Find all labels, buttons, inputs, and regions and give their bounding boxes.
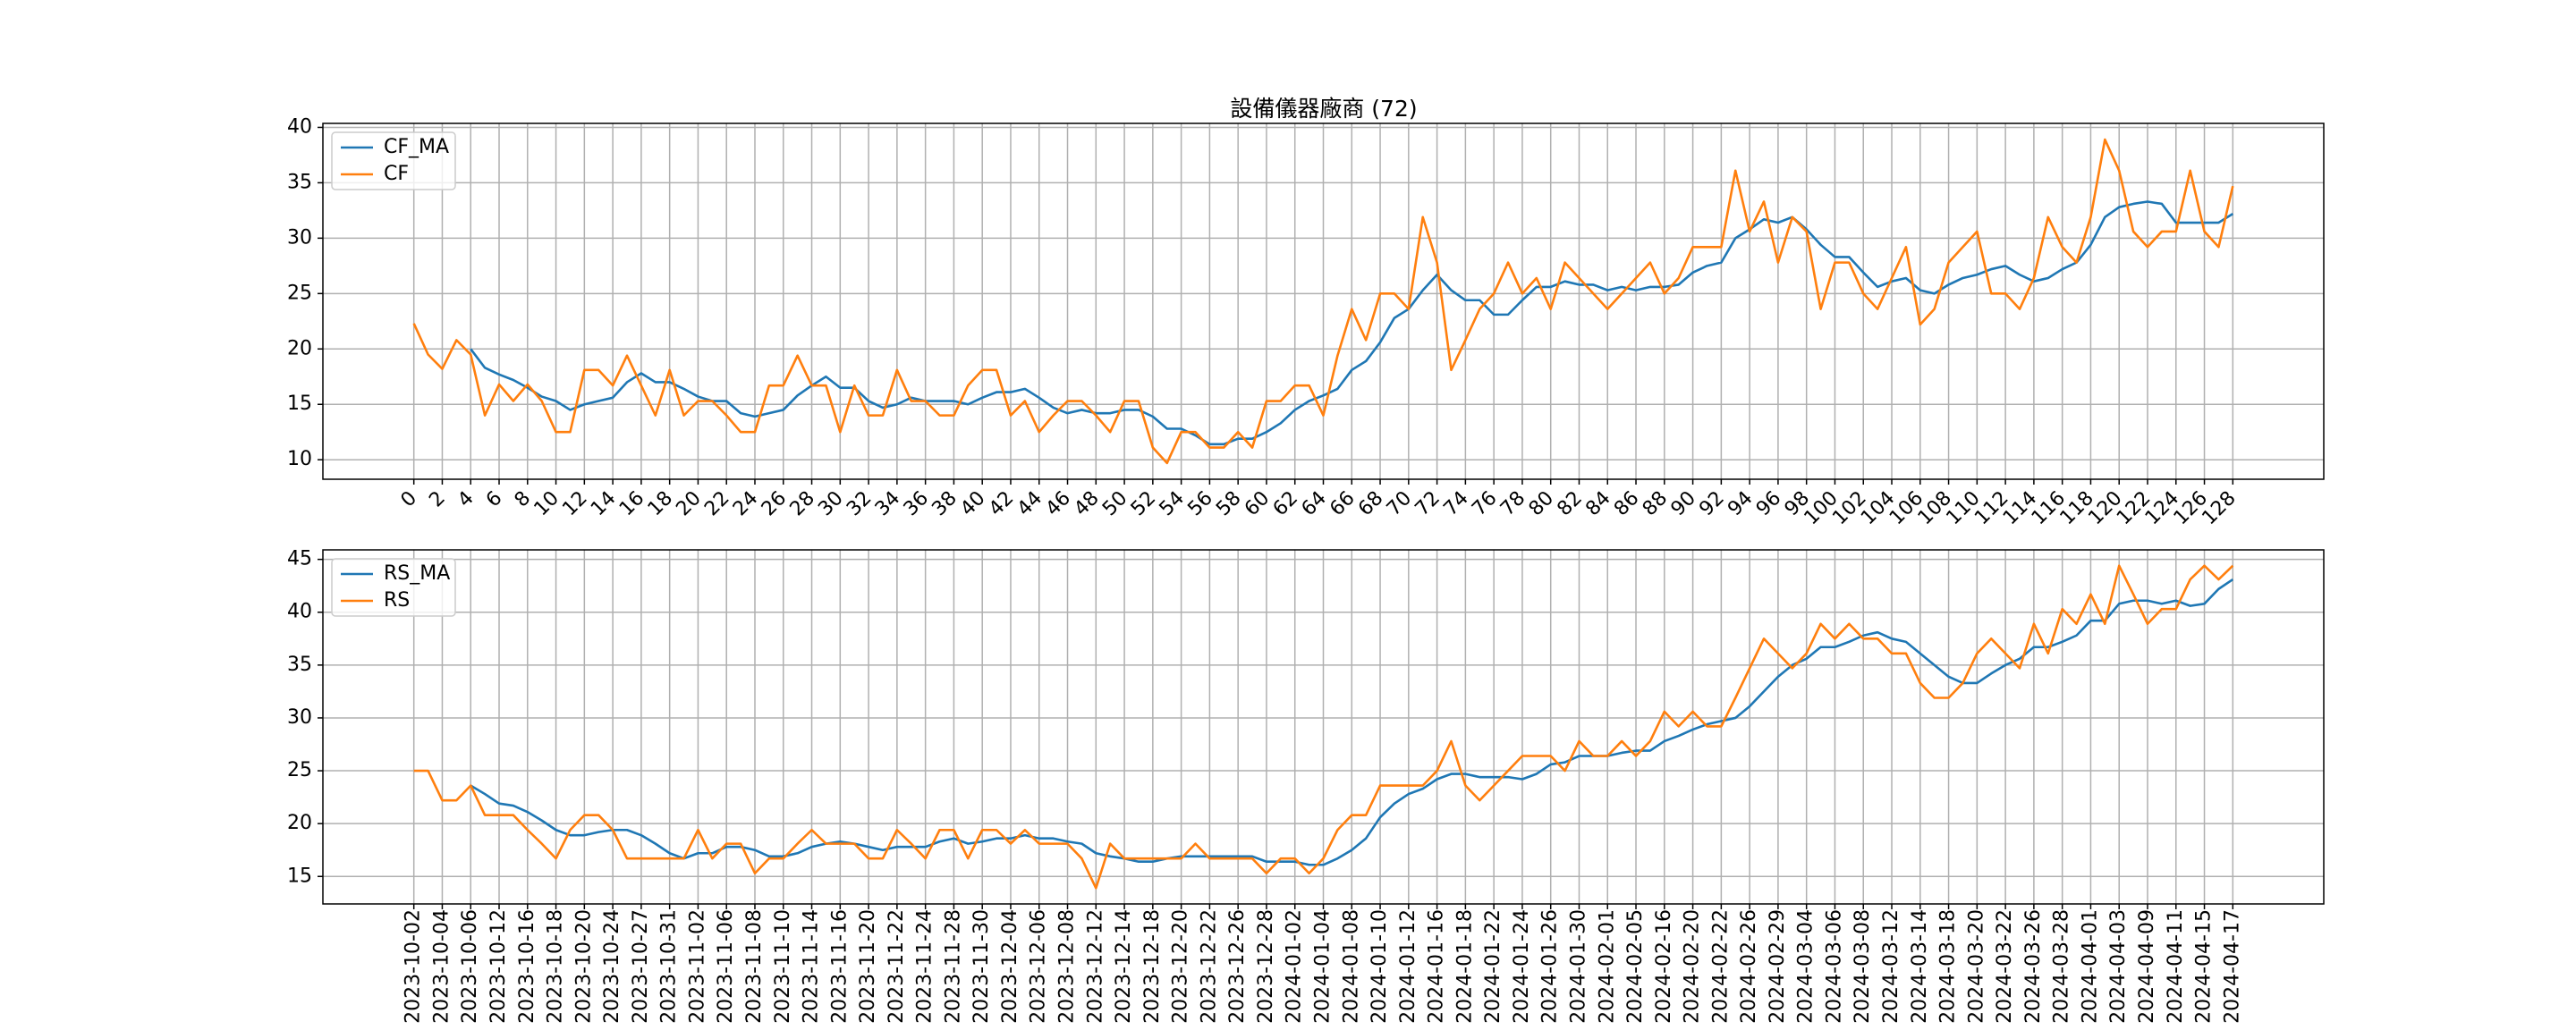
x-tick-label: 2023-10-12 xyxy=(487,909,510,1024)
x-tick-label: 2024-04-15 xyxy=(2193,909,2216,1024)
x-tick-label: 2024-01-26 xyxy=(1539,909,1562,1024)
x-tick-label: 2023-12-06 xyxy=(1028,909,1050,1024)
y-tick-label: 25 xyxy=(287,282,312,304)
x-tick-label: 2023-12-18 xyxy=(1141,909,1164,1024)
x-tick-label: 2023-12-14 xyxy=(1113,909,1135,1024)
y-tick-label: 25 xyxy=(287,759,312,781)
x-tick-label: 2023-11-02 xyxy=(686,909,708,1024)
axes-frame xyxy=(322,549,2325,905)
x-tick-label: 2023-11-06 xyxy=(715,909,737,1024)
x-tick-label: 2023-12-28 xyxy=(1255,909,1277,1024)
x-tick-label: 2023-12-12 xyxy=(1084,909,1106,1024)
chart-title: 設備儀器廠商 (72) xyxy=(1230,96,1417,122)
x-tick-label: 2024-03-06 xyxy=(1823,909,1845,1024)
x-tick-label: 2024-03-20 xyxy=(1965,909,1987,1024)
x-tick-label: 2023-12-20 xyxy=(1170,909,1192,1024)
x-tick-label: 2024-01-24 xyxy=(1511,909,1533,1024)
x-tick-label: 2023-11-30 xyxy=(970,909,993,1024)
legend-label: RS_MA xyxy=(384,562,450,585)
x-tick-label: 2023-10-06 xyxy=(459,909,481,1024)
x-tick-label: 2024-01-02 xyxy=(1284,909,1306,1024)
y-tick-label: 30 xyxy=(287,706,312,729)
axes-frame xyxy=(322,122,2325,480)
y-tick-label: 15 xyxy=(287,865,312,887)
x-tick-label: 2024-03-22 xyxy=(1994,909,2016,1024)
x-tick-label: 2024-02-05 xyxy=(1624,909,1647,1024)
x-tick-label: 2023-11-10 xyxy=(772,909,794,1024)
x-tick-label: 2023-11-22 xyxy=(886,909,908,1024)
x-tick-label: 2024-04-09 xyxy=(2136,909,2158,1024)
x-tick-label: 2024-01-10 xyxy=(1368,909,1391,1024)
x-tick-label: 2023-11-20 xyxy=(857,909,879,1024)
x-tick-label: 2023-11-16 xyxy=(828,909,851,1024)
x-tick-label: 2024-01-08 xyxy=(1340,909,1362,1024)
x-tick-label: 2023-12-22 xyxy=(1198,909,1220,1024)
x-tick-label: 2023-12-26 xyxy=(1226,909,1249,1024)
x-tick-label: 2023-10-02 xyxy=(402,909,425,1024)
y-tick-label: 35 xyxy=(287,171,312,193)
y-tick-label: 20 xyxy=(287,812,312,834)
y-tick-label: 15 xyxy=(287,393,312,415)
y-tick-label: 20 xyxy=(287,337,312,359)
legend-label: CF xyxy=(384,163,409,185)
x-tick-label: 2024-03-08 xyxy=(1852,909,1874,1024)
x-tick-label: 2024-02-22 xyxy=(1709,909,1732,1024)
y-tick-label: 40 xyxy=(287,115,312,138)
x-tick-label: 2023-11-08 xyxy=(743,909,766,1024)
y-tick-label: 30 xyxy=(287,226,312,249)
y-tick-label: 10 xyxy=(287,448,312,470)
legend-label: RS xyxy=(384,589,410,612)
x-tick-label: 2024-04-01 xyxy=(2079,909,2101,1024)
series-line xyxy=(412,138,2234,465)
x-tick-label: 2024-02-29 xyxy=(1767,909,1789,1024)
x-tick-label: 2024-03-12 xyxy=(1880,909,1902,1024)
x-tick-label: 2024-04-11 xyxy=(2165,909,2187,1024)
x-tick-label: 2024-01-22 xyxy=(1482,909,1504,1024)
x-tick-label: 2023-12-04 xyxy=(999,909,1021,1024)
x-tick-label: 2023-10-31 xyxy=(658,909,681,1024)
y-tick-label: 35 xyxy=(287,654,312,676)
y-tick-label: 40 xyxy=(287,601,312,623)
legend: RS_MA RS xyxy=(331,558,456,617)
axes: 15 20 25 30 35 40 45 2023-10-02 2023-10-04 2023-1… xyxy=(287,548,2325,1024)
legend: CF_MA CF xyxy=(331,131,456,190)
x-tick-label: 2024-03-18 xyxy=(1937,909,1960,1024)
x-tick-label: 2024-01-30 xyxy=(1567,909,1589,1024)
x-tick-label: 2024-04-03 xyxy=(2107,909,2130,1024)
x-tick-label: 2024-03-28 xyxy=(2051,909,2073,1024)
x-tick-label: 2023-10-16 xyxy=(516,909,538,1024)
x-tick-label: 2024-03-04 xyxy=(1795,909,1818,1024)
series-line xyxy=(470,578,2234,866)
x-tick-label: 2024-01-18 xyxy=(1453,909,1476,1024)
y-tick-label: 45 xyxy=(287,548,312,570)
x-tick-label: 2023-10-04 xyxy=(430,909,453,1024)
x-tick-label: 2024-04-17 xyxy=(2221,909,2243,1024)
x-tick-label: 2024-02-20 xyxy=(1682,909,1704,1024)
x-tick-label: 2023-11-28 xyxy=(942,909,964,1024)
x-tick-label: 2023-11-24 xyxy=(914,909,936,1024)
x-tick-label: 2024-02-01 xyxy=(1596,909,1618,1024)
series-line xyxy=(413,564,2234,890)
x-tick-label: 2023-10-18 xyxy=(545,909,567,1024)
x-tick-label: 2024-02-26 xyxy=(1738,909,1760,1024)
x-tick-label: 2023-10-24 xyxy=(601,909,623,1024)
x-tick-label: 2023-10-20 xyxy=(572,909,595,1024)
x-tick-label: 2023-11-14 xyxy=(801,909,823,1024)
x-tick-label: 2023-10-27 xyxy=(630,909,652,1024)
x-tick-label: 2024-01-04 xyxy=(1312,909,1335,1024)
x-tick-label: 2024-01-12 xyxy=(1397,909,1419,1024)
legend-label: CF_MA xyxy=(384,136,449,158)
x-tick-label: 2023-12-08 xyxy=(1056,909,1079,1024)
x-tick-label: 2024-01-16 xyxy=(1426,909,1448,1024)
x-tick-label: 2024-02-16 xyxy=(1653,909,1675,1024)
x-tick-label: 2024-03-14 xyxy=(1909,909,1931,1024)
x-tick-label: 2024-03-26 xyxy=(2022,909,2045,1024)
